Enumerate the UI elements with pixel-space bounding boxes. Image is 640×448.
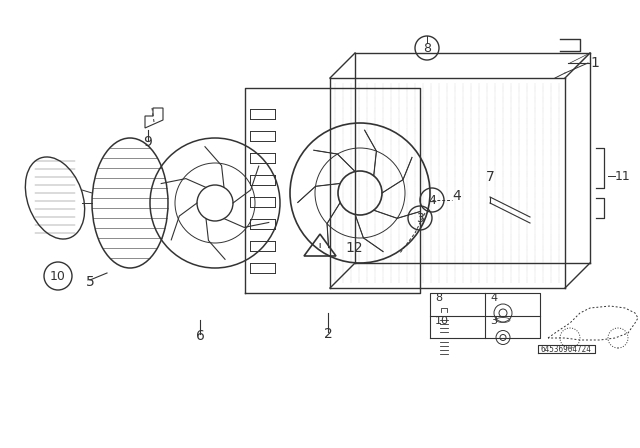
- Text: 1: 1: [591, 56, 600, 70]
- Text: 8: 8: [423, 42, 431, 55]
- Text: 3: 3: [490, 315, 497, 326]
- Text: 4: 4: [428, 194, 436, 207]
- Text: !: !: [318, 243, 322, 253]
- Text: 7: 7: [486, 170, 494, 184]
- Text: 8: 8: [435, 293, 442, 303]
- Text: 3: 3: [416, 211, 424, 224]
- Text: 4: 4: [490, 293, 497, 303]
- Text: 11: 11: [615, 169, 631, 182]
- Text: 4: 4: [452, 189, 461, 203]
- Text: 64536904724: 64536904724: [541, 345, 591, 353]
- Text: 10: 10: [50, 270, 66, 283]
- Text: 5: 5: [86, 275, 94, 289]
- Text: 2: 2: [324, 327, 332, 341]
- Text: 12: 12: [345, 241, 363, 255]
- Text: 9: 9: [143, 135, 152, 149]
- Text: 6: 6: [196, 329, 204, 343]
- Text: 10: 10: [435, 315, 449, 326]
